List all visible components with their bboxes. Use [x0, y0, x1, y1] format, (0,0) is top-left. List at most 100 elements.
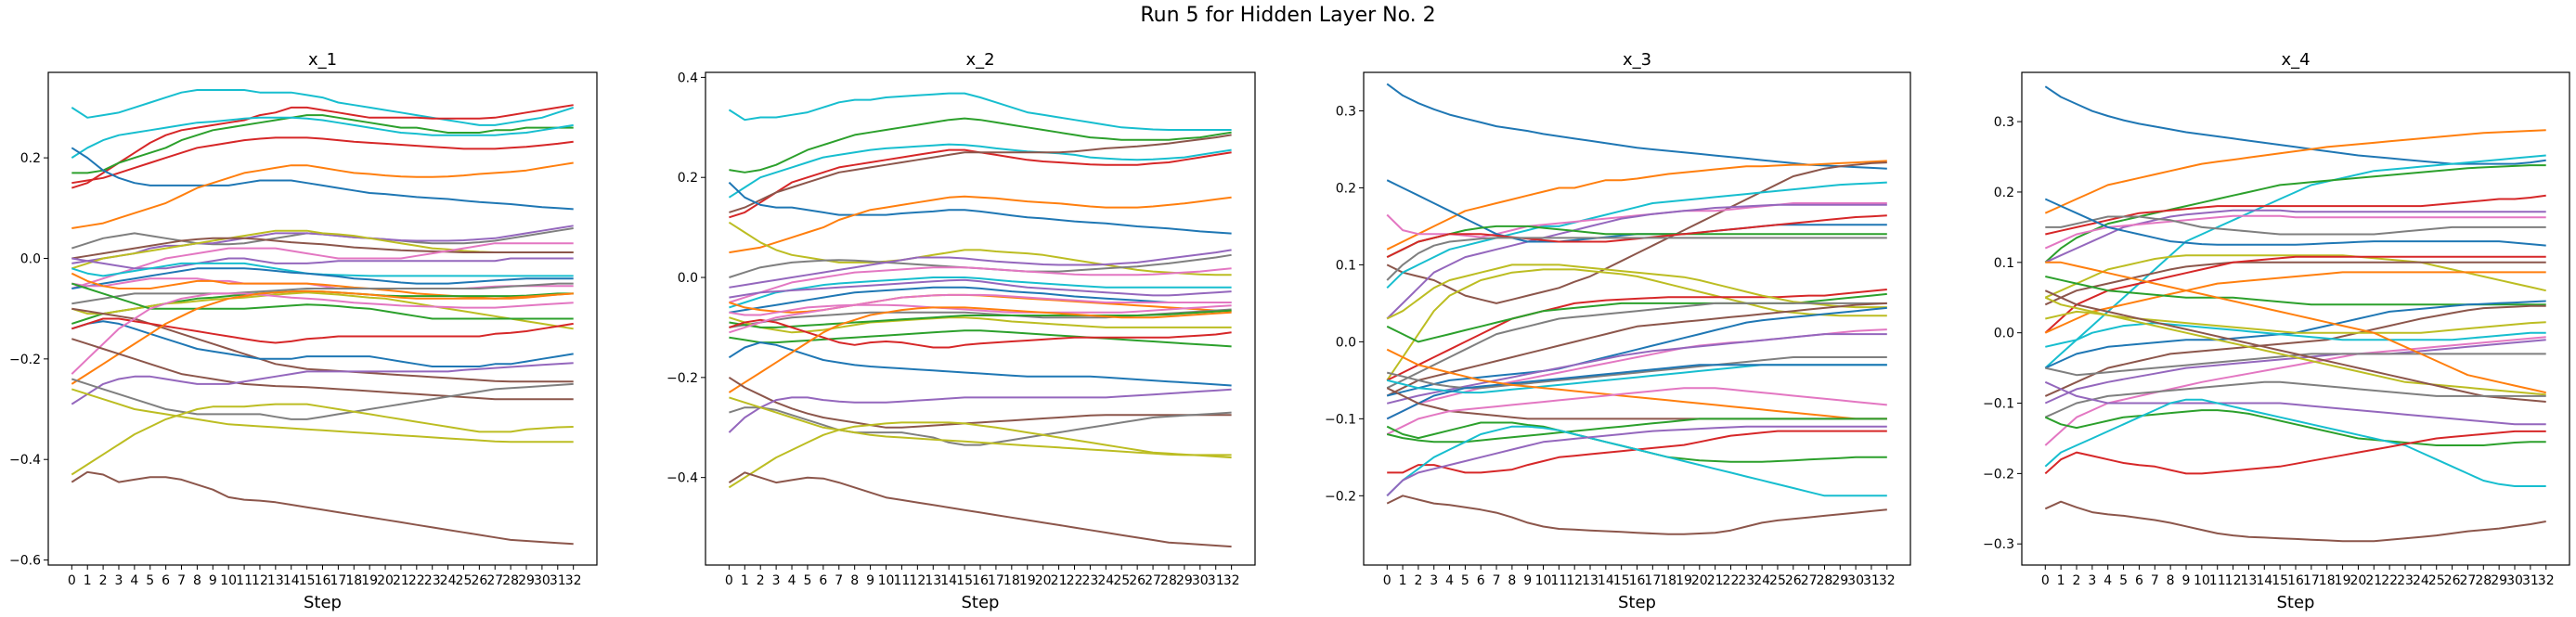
- y-tick-label: 0.0: [1994, 327, 2014, 341]
- y-tick-label: −0.4: [667, 471, 698, 486]
- series-line-3-15: [1386, 302, 1887, 390]
- x-tick-label: 32: [1879, 573, 1896, 588]
- x-tick-label: 24: [2413, 573, 2429, 588]
- series-line-1-6: [71, 147, 574, 211]
- x-tick-label: 15: [299, 573, 316, 588]
- x-tick-label: 23: [424, 573, 441, 588]
- x-tick-label: 15: [1613, 573, 1630, 588]
- series-line-3-29: [1386, 425, 1887, 497]
- series-line-1-31: [71, 403, 574, 476]
- x-tick-label: 9: [1523, 573, 1532, 588]
- series-line-4-21: [2045, 353, 2546, 377]
- x-tick-label: 17: [330, 573, 346, 588]
- y-tick-label: −0.1: [1325, 412, 1356, 427]
- x-tick-label: 26: [1785, 573, 1802, 588]
- x-tick-label: 28: [2475, 573, 2492, 588]
- x-tick-label: 25: [2428, 573, 2445, 588]
- series-line-1-32: [71, 470, 574, 546]
- x-axis-label: Step: [1618, 593, 1656, 612]
- x-tick-label: 4: [2104, 573, 2112, 588]
- x-tick-label: 10: [1535, 573, 1552, 588]
- x-tick-label: 1: [741, 573, 749, 588]
- x-tick-label: 11: [2209, 573, 2226, 588]
- series-line-4-16: [2044, 304, 2546, 397]
- series-line-2-11: [729, 266, 1232, 303]
- series-line-3-6: [1386, 203, 1887, 320]
- y-tick-label: −0.2: [9, 353, 41, 367]
- x-tick-label: 14: [2256, 573, 2272, 588]
- x-tick-label: 23: [1081, 573, 1098, 588]
- series-line-4-1: [2044, 85, 2546, 165]
- x-tick-label: 4: [1445, 573, 1454, 588]
- series-line-1-27: [71, 338, 574, 401]
- series-line-4-22: [2045, 261, 2546, 394]
- x-tick-label: 7: [835, 573, 843, 588]
- series-line-2-16: [729, 303, 1232, 316]
- series-line-4-27: [2044, 409, 2546, 446]
- series-line-3-8: [1386, 225, 1887, 258]
- x-tick-label: 14: [1598, 573, 1614, 588]
- x-tick-label: 9: [866, 573, 874, 588]
- series-line-4-17: [2045, 310, 2546, 334]
- series-line-2-29: [728, 421, 1232, 489]
- series-line-3-22: [1386, 364, 1887, 420]
- x-tick-label: 16: [2287, 573, 2304, 588]
- series-line-1-23: [71, 320, 574, 367]
- x-tick-label: 14: [940, 573, 957, 588]
- x-tick-label: 7: [177, 573, 186, 588]
- x-tick-label: 17: [2303, 573, 2320, 588]
- x-tick-label: 32: [1223, 573, 1240, 588]
- series-line-3-30: [1386, 425, 1887, 497]
- x-tick-label: 6: [1477, 573, 1485, 588]
- x-tick-label: 21: [1707, 573, 1724, 588]
- x-tick-label: 12: [252, 573, 268, 588]
- series-line-4-26: [2044, 380, 2546, 426]
- series-line-1-5: [71, 136, 574, 185]
- series-line-4-23: [2044, 296, 2546, 396]
- x-tick-label: 2: [2073, 573, 2081, 588]
- series-line-3-16: [1386, 302, 1887, 397]
- x-tick-label: 31: [550, 573, 566, 588]
- series-line-1-13: [71, 257, 574, 270]
- x-tick-label: 13: [267, 573, 284, 588]
- x-tick-label: 2: [99, 573, 108, 588]
- series-line-3-5: [1386, 202, 1887, 238]
- y-tick-label: −0.2: [1325, 489, 1356, 504]
- series-line-1-25: [71, 292, 574, 375]
- x-tick-label: 14: [283, 573, 300, 588]
- y-tick-label: 0.1: [1994, 256, 2014, 271]
- series-line-1-7: [71, 161, 574, 229]
- y-tick-label: −0.2: [1983, 467, 2014, 482]
- x-tick-label: 29: [2491, 573, 2507, 588]
- x-tick-label: 32: [2538, 573, 2555, 588]
- x-tick-label: 19: [1019, 573, 1036, 588]
- series-line-4-7: [2044, 214, 2546, 250]
- x-tick-label: 23: [1738, 573, 1754, 588]
- series-line-3-7: [1386, 179, 1887, 243]
- y-tick-label: −0.4: [9, 453, 41, 468]
- x-tick-label: 8: [2167, 573, 2175, 588]
- series-line-4-2: [2044, 129, 2546, 214]
- x-tick-label: 25: [456, 573, 472, 588]
- x-tick-label: 18: [345, 573, 362, 588]
- x-tick-label: 27: [2460, 573, 2477, 588]
- series-line-2-2: [729, 117, 1232, 174]
- x-tick-label: 2: [1414, 573, 1422, 588]
- series-line-1-20: [71, 291, 574, 330]
- series-line-1-3: [71, 114, 574, 174]
- series-line-2-21: [729, 318, 1232, 349]
- series-line-3-11: [1386, 268, 1887, 381]
- x-tick-label: 19: [361, 573, 378, 588]
- x-tick-label: 17: [1644, 573, 1661, 588]
- x-tick-label: 29: [1832, 573, 1848, 588]
- x-tick-label: 5: [803, 573, 811, 588]
- x-tick-label: 5: [1461, 573, 1469, 588]
- series-line-1-30: [71, 388, 574, 443]
- x-tick-label: 1: [1399, 573, 1407, 588]
- series-line-1-12: [71, 242, 574, 289]
- series-line-3-9: [1386, 214, 1887, 258]
- figure-title: Run 5 for Hidden Layer No. 2: [1140, 4, 1436, 27]
- x-tick-label: 32: [565, 573, 582, 588]
- x-tick-label: 13: [2241, 573, 2258, 588]
- x-tick-label: 5: [146, 573, 154, 588]
